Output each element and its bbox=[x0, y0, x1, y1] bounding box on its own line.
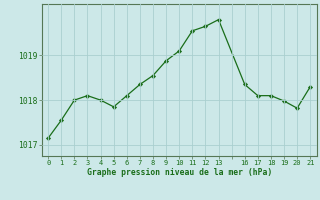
X-axis label: Graphe pression niveau de la mer (hPa): Graphe pression niveau de la mer (hPa) bbox=[87, 168, 272, 177]
